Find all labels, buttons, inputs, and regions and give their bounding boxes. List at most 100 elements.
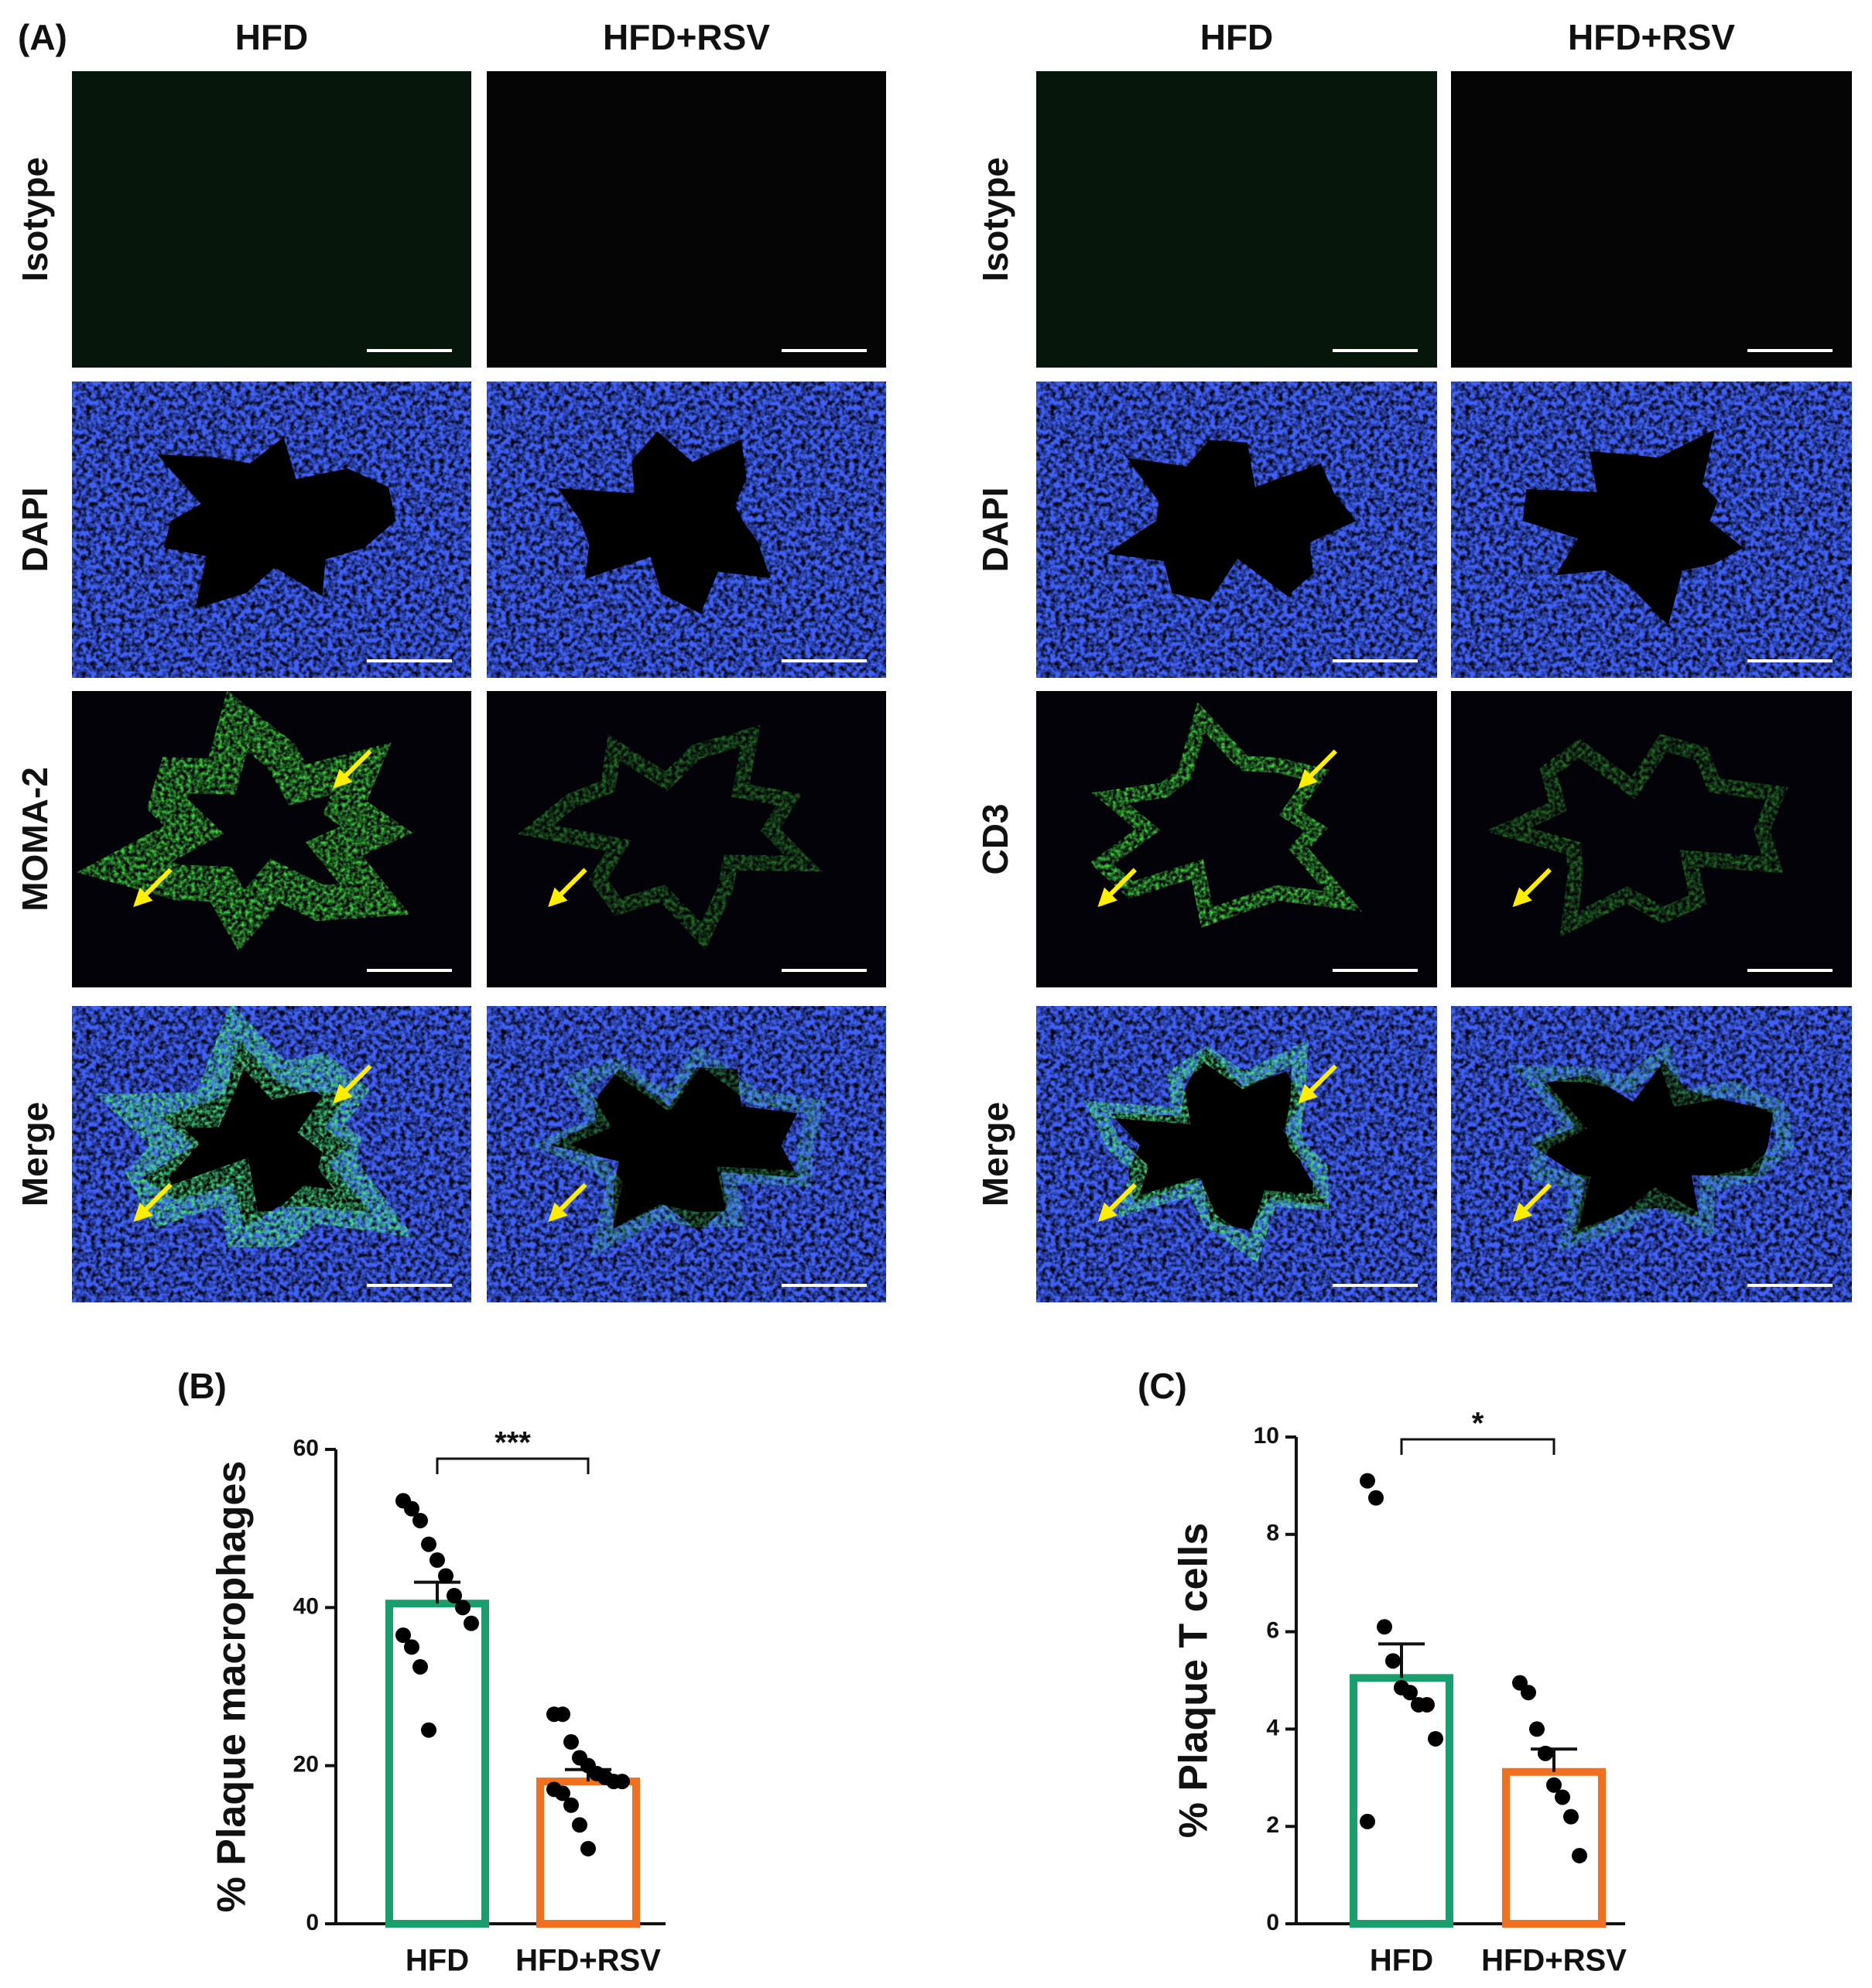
- micrograph: [1036, 1006, 1437, 1302]
- y-tick-label: 0: [306, 1910, 319, 1935]
- data-point: [421, 1536, 436, 1552]
- micrograph: [1451, 71, 1852, 368]
- significance-bracket: [1400, 1438, 1555, 1455]
- panel-label: (A): [18, 17, 67, 57]
- data-point: [1538, 1745, 1553, 1761]
- arrow: [333, 1064, 372, 1103]
- micrograph: [72, 71, 471, 368]
- data-point: [1572, 1847, 1587, 1863]
- lumen: [1110, 1049, 1328, 1230]
- data-point: [404, 1639, 419, 1655]
- micrograph: [487, 691, 886, 987]
- x-tick-label: HFD+RSV: [1481, 1944, 1627, 1978]
- data-point: [455, 1600, 471, 1616]
- row-label: DAPI: [975, 488, 1015, 573]
- micrograph: [1036, 382, 1437, 678]
- bar: [1502, 1767, 1606, 1928]
- micrograph: [72, 691, 471, 987]
- data-point: [395, 1627, 411, 1644]
- arrow: [548, 867, 587, 908]
- micrograph: [1451, 691, 1852, 987]
- y-tick-label: 8: [1266, 1521, 1279, 1546]
- plaque-stain: [1090, 702, 1363, 928]
- micrograph: [1451, 382, 1852, 678]
- significance-bracket: [436, 1457, 590, 1474]
- arrow: [1097, 1182, 1138, 1223]
- y-tick-label: 10: [1254, 1423, 1279, 1449]
- data-point: [555, 1706, 570, 1723]
- plaque-stain: [94, 1006, 415, 1248]
- data-point: [1428, 1730, 1443, 1747]
- lumen: [1522, 429, 1744, 626]
- tile-bg: [1451, 71, 1852, 368]
- data-point: [1360, 1813, 1375, 1829]
- row-label: Isotype: [975, 157, 1015, 282]
- row-label: MOMA-2: [15, 767, 55, 912]
- micrograph: [487, 71, 886, 368]
- plaque-stain: [1510, 1040, 1795, 1253]
- row-label: Merge: [15, 1102, 55, 1206]
- y-tick-label: 40: [293, 1593, 319, 1619]
- data-point: [563, 1797, 579, 1813]
- data-point: [1546, 1777, 1562, 1793]
- data-point: [563, 1734, 579, 1750]
- column-header: HFD+RSV: [1568, 17, 1735, 57]
- tile-bg: [487, 71, 886, 368]
- data-point: [1555, 1789, 1570, 1805]
- row-label: Merge: [975, 1102, 1015, 1206]
- column-header: HFD: [1200, 17, 1274, 57]
- arrow: [133, 867, 173, 908]
- tile-bg: [1451, 691, 1852, 987]
- data-point: [614, 1774, 630, 1790]
- lumen: [549, 1067, 799, 1231]
- y-tick-label: 6: [1266, 1618, 1279, 1644]
- data-point: [1419, 1696, 1435, 1713]
- data-point: [464, 1615, 479, 1631]
- lumen: [557, 431, 771, 614]
- column-header: HFD+RSV: [603, 17, 770, 57]
- plaque-stain: [77, 691, 413, 952]
- plaque-stain: [1083, 1039, 1330, 1263]
- tile-bg: [1036, 71, 1437, 368]
- data-point: [1377, 1619, 1392, 1635]
- data-point: [429, 1552, 445, 1569]
- arrow: [1512, 867, 1552, 908]
- lumen: [1106, 440, 1357, 601]
- data-point: [1529, 1721, 1545, 1737]
- arrow: [333, 749, 372, 789]
- micrograph: [1036, 691, 1437, 987]
- column-header: HFD: [235, 17, 309, 57]
- data-point: [1563, 1808, 1579, 1825]
- y-axis-label: % Plaque macrophages: [210, 1461, 255, 1913]
- x-tick-label: HFD: [1370, 1944, 1433, 1978]
- micrograph: [487, 382, 886, 678]
- data-point: [404, 1500, 419, 1517]
- arrow: [1097, 867, 1138, 908]
- data-point: [1402, 1685, 1418, 1701]
- row-label: Isotype: [15, 157, 55, 282]
- arrow: [1298, 1064, 1338, 1103]
- x-tick-label: HFD: [406, 1944, 469, 1978]
- data-point: [412, 1512, 428, 1528]
- data-point: [555, 1785, 570, 1802]
- y-tick-label: 4: [1266, 1715, 1279, 1740]
- plaque-stain: [530, 1044, 826, 1257]
- data-point: [580, 1840, 596, 1856]
- lumen: [157, 436, 396, 609]
- tile-bg: [1036, 691, 1437, 987]
- data-point: [1360, 1473, 1375, 1489]
- data-point: [1368, 1490, 1384, 1506]
- significance-label: *: [1472, 1407, 1484, 1441]
- data-point: [412, 1658, 428, 1675]
- plaque-stain: [1485, 734, 1788, 938]
- micrograph: [72, 382, 471, 678]
- panel-label: (B): [177, 1366, 227, 1406]
- data-point: [1521, 1685, 1536, 1701]
- row-label: CD3: [975, 803, 1015, 874]
- significance-label: ***: [495, 1426, 531, 1460]
- y-axis-label: % Plaque T cells: [1172, 1523, 1217, 1839]
- micrograph: [1451, 1006, 1852, 1302]
- micrograph: [72, 1006, 471, 1302]
